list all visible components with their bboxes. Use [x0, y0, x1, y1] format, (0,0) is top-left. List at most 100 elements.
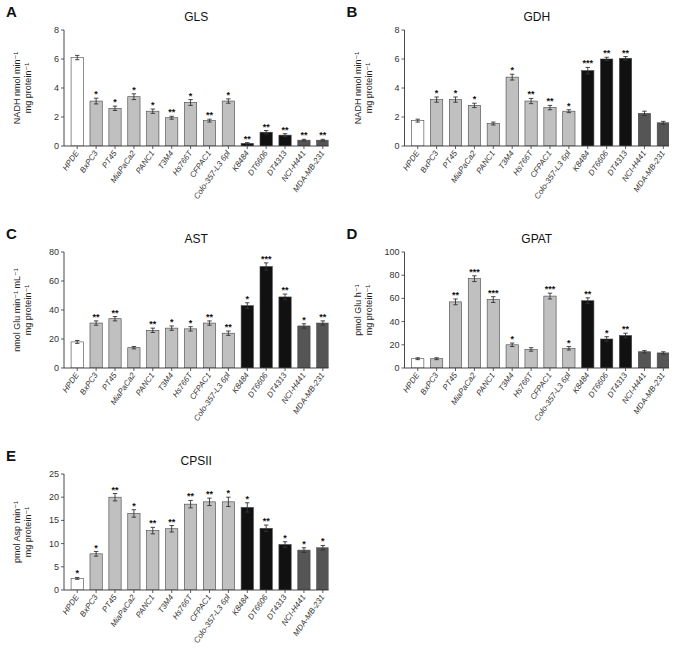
bar	[203, 121, 215, 146]
y-tick-label: 0	[394, 363, 399, 373]
x-tick-label: Colo-357-L3 6pl	[192, 593, 232, 645]
significance-star: **	[263, 516, 271, 526]
bar	[563, 348, 575, 368]
x-tick-label: MiaPaCa2	[449, 371, 478, 407]
y-tick-label: 6	[394, 54, 399, 64]
significance-star: *	[302, 315, 306, 325]
bar	[563, 111, 575, 146]
x-tick	[587, 146, 588, 149]
bar	[468, 105, 480, 146]
x-tick	[228, 146, 229, 149]
x-tick-label: PANC1	[475, 371, 497, 398]
y-tick-label: 5	[54, 562, 59, 572]
error-bar-cap	[132, 517, 136, 518]
significance-star: **	[244, 134, 252, 144]
error-bar-cap	[642, 350, 646, 351]
error-bar-stem	[266, 263, 267, 270]
x-tick	[247, 368, 248, 371]
error-bar-cap	[434, 357, 438, 358]
error-bar-stem	[209, 498, 210, 505]
y-tick-label: 2	[54, 112, 59, 122]
background	[0, 0, 681, 666]
error-bar-cap	[604, 60, 608, 61]
error-bar-cap	[113, 500, 117, 501]
bar	[487, 124, 499, 146]
error-bar	[113, 493, 117, 500]
bar	[657, 123, 669, 146]
x-tick-label: PT45	[100, 371, 119, 392]
x-tick	[303, 590, 304, 593]
x-tick	[247, 146, 248, 149]
error-bar-cap	[207, 122, 211, 123]
error-bar-cap	[548, 109, 552, 110]
bar	[525, 101, 537, 146]
error-bar	[434, 358, 438, 360]
error-bar-cap	[245, 308, 249, 309]
error-bar	[642, 351, 646, 353]
bar	[468, 279, 480, 368]
error-bar	[132, 347, 136, 349]
y-axis-line	[64, 252, 65, 368]
bar	[279, 135, 291, 146]
plot-area	[71, 55, 328, 146]
bar	[71, 342, 83, 368]
y-axis-label: pmol Asp min⁻¹mg protein⁻¹	[12, 501, 33, 563]
significance-star: *	[246, 494, 250, 504]
bar	[638, 113, 650, 146]
error-bar-cap	[661, 351, 665, 352]
significance-star: **	[622, 324, 630, 334]
x-tick-label: PANC1	[134, 149, 156, 176]
x-tick	[436, 368, 437, 371]
figure: AGLS02468NADH nmol min⁻¹mg protein⁻¹****…	[0, 0, 681, 666]
error-bar-cap	[302, 141, 306, 142]
bar	[317, 548, 329, 590]
bar	[184, 504, 196, 590]
y-axis-label-line: pmol Glu h⁻¹	[353, 284, 363, 335]
y-axis-line	[404, 252, 405, 368]
significance-star: **	[149, 319, 157, 329]
error-bar	[416, 119, 420, 122]
x-tick	[606, 146, 607, 149]
error-bar-cap	[661, 354, 665, 355]
significance-star: *	[113, 97, 117, 107]
bar	[260, 528, 272, 590]
bar	[449, 100, 461, 146]
error-bar-cap	[529, 103, 533, 104]
bar	[203, 502, 215, 590]
bar	[544, 296, 556, 368]
bar	[619, 336, 631, 368]
error-bar-cap	[226, 506, 230, 507]
error-bar-cap	[113, 320, 117, 321]
significance-star: *	[227, 488, 231, 498]
error-bar-cap	[302, 328, 306, 329]
x-tick	[96, 368, 97, 371]
bar	[487, 300, 499, 368]
significance-star: **	[149, 518, 157, 528]
x-tick	[96, 590, 97, 593]
error-bar-cap	[75, 340, 79, 341]
error-bar-cap	[623, 60, 627, 61]
error-bar-cap	[283, 136, 287, 137]
error-bar	[188, 500, 192, 507]
x-tick	[285, 146, 286, 149]
y-tick-label: 80	[389, 270, 399, 280]
error-bar-stem	[190, 500, 191, 507]
title: GLS	[184, 10, 208, 24]
error-bar	[491, 122, 495, 125]
x-tick	[474, 146, 475, 149]
x-tick-label: PT45	[100, 149, 119, 170]
error-bar-cap	[321, 550, 325, 551]
x-tick	[77, 146, 78, 149]
error-bar-cap	[94, 556, 98, 557]
error-bar	[132, 510, 136, 517]
error-bar-stem	[531, 348, 532, 351]
panel-label: B	[347, 3, 358, 20]
panel: AGLS02468NADH nmol min⁻¹mg protein⁻¹****…	[6, 3, 329, 201]
error-bar-cap	[567, 112, 571, 113]
error-bar-cap	[207, 505, 211, 506]
error-bar-cap	[642, 352, 646, 353]
error-bar	[661, 352, 665, 354]
error-bar-cap	[132, 346, 136, 347]
y-tick-label: 60	[389, 293, 399, 303]
error-bar-cap	[264, 531, 268, 532]
